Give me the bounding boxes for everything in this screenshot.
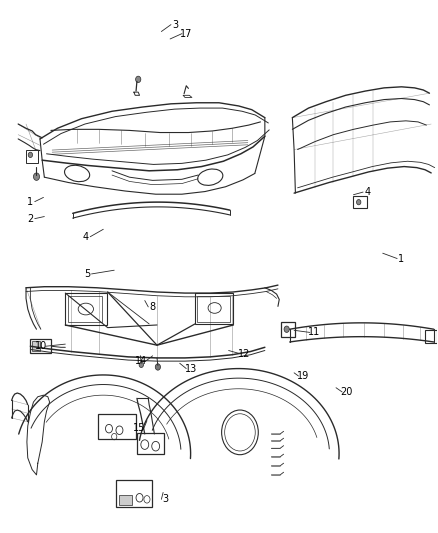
Text: 1: 1 bbox=[27, 197, 33, 207]
Circle shape bbox=[28, 152, 32, 158]
Bar bbox=[117, 480, 152, 507]
Bar bbox=[195, 293, 233, 324]
Text: 15: 15 bbox=[133, 423, 146, 433]
Bar bbox=[137, 433, 164, 454]
Circle shape bbox=[139, 362, 144, 368]
Text: 13: 13 bbox=[184, 364, 197, 374]
Text: 14: 14 bbox=[135, 356, 148, 366]
Bar bbox=[425, 330, 437, 343]
Text: 2: 2 bbox=[27, 214, 34, 224]
Bar bbox=[26, 150, 38, 163]
Text: 10: 10 bbox=[35, 341, 47, 351]
Circle shape bbox=[357, 199, 361, 205]
Bar bbox=[119, 495, 132, 505]
Bar bbox=[30, 340, 51, 353]
Circle shape bbox=[155, 364, 160, 370]
Text: 3: 3 bbox=[172, 20, 178, 30]
Text: 4: 4 bbox=[364, 187, 371, 197]
Bar bbox=[353, 196, 367, 208]
Text: 17: 17 bbox=[180, 29, 192, 39]
Text: 5: 5 bbox=[84, 269, 90, 279]
Bar bbox=[68, 296, 102, 322]
Circle shape bbox=[33, 173, 39, 180]
Circle shape bbox=[136, 76, 141, 83]
Bar bbox=[197, 296, 230, 322]
Text: 11: 11 bbox=[308, 327, 320, 337]
Text: 20: 20 bbox=[340, 387, 353, 397]
Circle shape bbox=[284, 326, 289, 333]
Bar bbox=[32, 342, 40, 351]
Text: 12: 12 bbox=[238, 349, 251, 359]
Bar bbox=[281, 322, 295, 337]
Bar bbox=[98, 414, 136, 439]
Text: 3: 3 bbox=[162, 494, 169, 504]
Text: 19: 19 bbox=[297, 371, 309, 381]
Text: 8: 8 bbox=[149, 302, 155, 312]
Bar bbox=[65, 293, 107, 325]
Text: 4: 4 bbox=[83, 232, 89, 242]
Text: 1: 1 bbox=[399, 254, 405, 263]
